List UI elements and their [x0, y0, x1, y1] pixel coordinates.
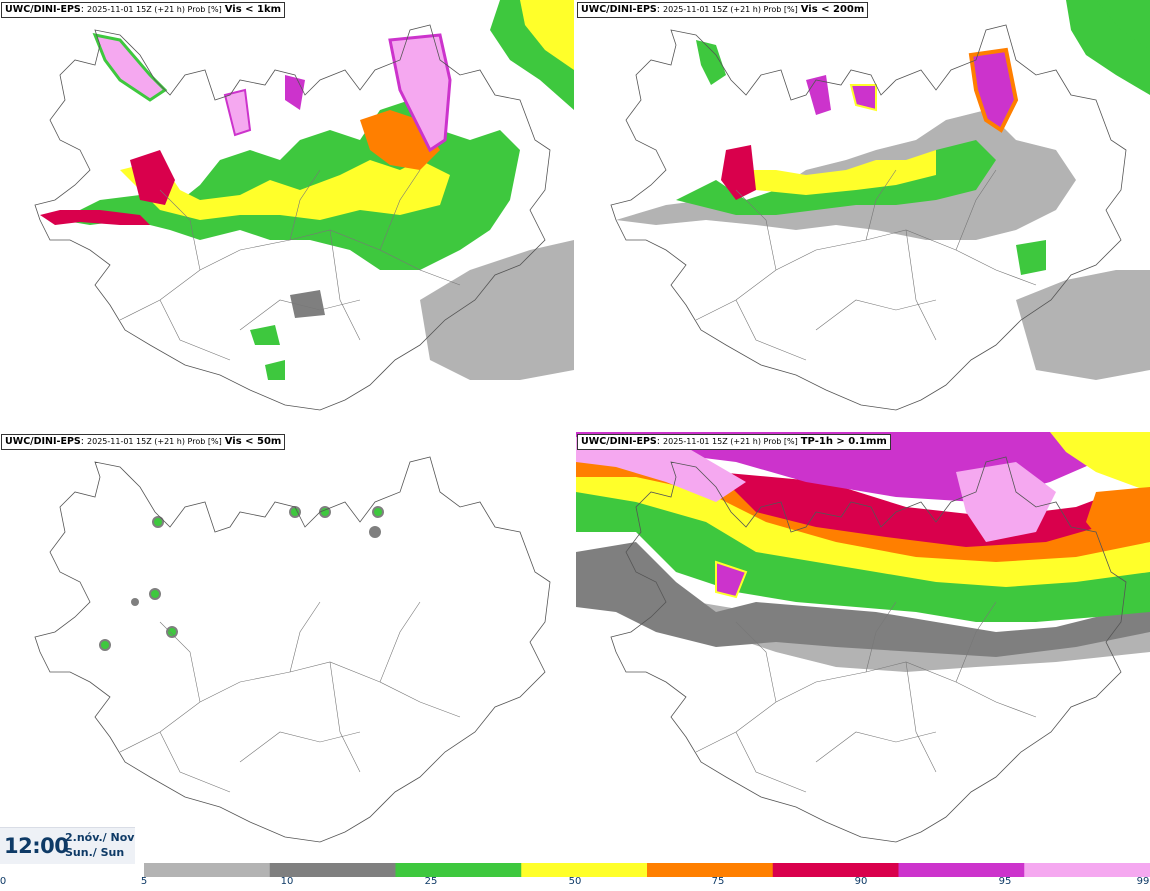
colorbar-tick-label: 95: [998, 876, 1012, 887]
probability-map: [34, 0, 574, 411]
field-prob-25: [149, 588, 161, 600]
field-prob-99: [92, 32, 168, 102]
run-meta: 2025-11-01 15Z (+21 h) Prob [%]: [663, 437, 798, 446]
field-prob-90: [721, 145, 756, 200]
field-prob-50: [520, 0, 574, 70]
colorbar-segment: [269, 863, 396, 877]
field-prob-95: [715, 560, 748, 599]
field-prob-25: [152, 516, 164, 528]
field-prob-25: [372, 506, 384, 518]
model-name: UWC/DINI-EPS: [581, 4, 657, 15]
variable-name: TP-1h > 0.1mm: [800, 436, 887, 447]
field-prob-10: [576, 542, 1150, 657]
run-meta: 2025-11-01 15Z (+21 h) Prob [%]: [663, 5, 798, 14]
field-prob-90: [40, 210, 150, 225]
variable-name: Vis < 1km: [224, 4, 282, 15]
field-prob-25: [250, 325, 280, 345]
colorbar: [144, 863, 1150, 877]
field-prob-95: [849, 84, 877, 112]
colorbar-tick-label: 25: [424, 876, 438, 887]
field-prob-95: [806, 75, 831, 115]
field-prob-99: [388, 33, 452, 153]
valid-time-box: 12:00 2.nóv./ Nov Sun./ Sun: [0, 827, 135, 864]
field-prob-25: [166, 626, 178, 638]
colorbar-ticks: 0 5 10 25 50 75 90 95 99: [0, 876, 1150, 890]
colorbar-tick-label: 10: [280, 876, 294, 887]
panel-title: UWC/DINI-EPS: 2025-11-01 15Z (+21 h) Pro…: [577, 434, 891, 450]
colorbar-segment: [1024, 863, 1150, 877]
colorbar-segment: [144, 863, 271, 877]
field-prob-10: [290, 290, 325, 318]
field-prob-75: [1086, 487, 1150, 547]
variable-name: Vis < 50m: [224, 436, 282, 447]
panel-title: UWC/DINI-EPS: 2025-11-01 15Z (+21 h) Pro…: [1, 2, 286, 18]
field-prob-50: [1050, 432, 1150, 492]
field-prob-25: [60, 100, 520, 270]
field-prob-10: [131, 598, 139, 606]
valid-date: 2.nóv./ Nov: [65, 831, 135, 844]
colorbar-tick-label: 99: [1136, 876, 1150, 887]
probability-map: [34, 456, 551, 843]
map-panel-vis-200m: UWC/DINI-EPS: 2025-11-01 15Z (+21 h) Pro…: [576, 0, 1150, 430]
field-prob-50: [736, 150, 936, 195]
map-panel-precip: UWC/DINI-EPS: 2025-11-01 15Z (+21 h) Pro…: [576, 432, 1150, 862]
run-meta: 2025-11-01 15Z (+21 h) Prob [%]: [87, 5, 222, 14]
field-prob-10: [369, 526, 381, 538]
colorbar-segment: [772, 863, 899, 877]
field-prob-25: [1096, 0, 1150, 50]
model-name: UWC/DINI-EPS: [581, 436, 657, 447]
colorbar-tick-label: 75: [711, 876, 725, 887]
map-panel-vis-1km: UWC/DINI-EPS: 2025-11-01 15Z (+21 h) Pro…: [0, 0, 574, 430]
field-prob-90: [130, 150, 175, 205]
variable-name: Vis < 200m: [800, 4, 865, 15]
field-prob-99: [956, 462, 1056, 542]
panel-title: UWC/DINI-EPS: 2025-11-01 15Z (+21 h) Pro…: [577, 2, 869, 18]
field-prob-25: [1016, 240, 1046, 275]
valid-weekday: Sun./ Sun: [65, 846, 125, 859]
field-prob-5: [420, 240, 574, 380]
run-meta: 2025-11-01 15Z (+21 h) Prob [%]: [87, 437, 222, 446]
colorbar-segment: [521, 863, 648, 877]
field-prob-95: [285, 75, 305, 110]
field-below-5: [576, 592, 1150, 862]
probability-map: [576, 432, 1150, 862]
colorbar-tick-label: 90: [854, 876, 868, 887]
model-name: UWC/DINI-EPS: [5, 436, 81, 447]
colorbar-segment: [395, 863, 522, 877]
colorbar-segment: [898, 863, 1025, 877]
field-prob-5: [1016, 270, 1150, 380]
field-prob-25: [99, 639, 111, 651]
colorbar-segment: [647, 863, 774, 877]
field-prob-99: [223, 88, 252, 137]
colorbar-tick-label: 0: [0, 876, 7, 887]
colorbar-tick-label: 5: [140, 876, 148, 887]
valid-time-clock: 12:00: [4, 834, 69, 858]
field-prob-95: [968, 47, 1019, 133]
field-prob-25: [696, 40, 726, 85]
panel-title: UWC/DINI-EPS: 2025-11-01 15Z (+21 h) Pro…: [1, 434, 286, 450]
field-prob-50: [120, 160, 450, 220]
map-panel-vis-50m: UWC/DINI-EPS: 2025-11-01 15Z (+21 h) Pro…: [0, 432, 574, 862]
colorbar-tick-label: 50: [568, 876, 582, 887]
field-prob-99: [576, 437, 746, 502]
field-prob-25: [289, 506, 301, 518]
model-name: UWC/DINI-EPS: [5, 4, 81, 15]
field-prob-25: [265, 360, 285, 380]
probability-map: [610, 0, 1150, 411]
